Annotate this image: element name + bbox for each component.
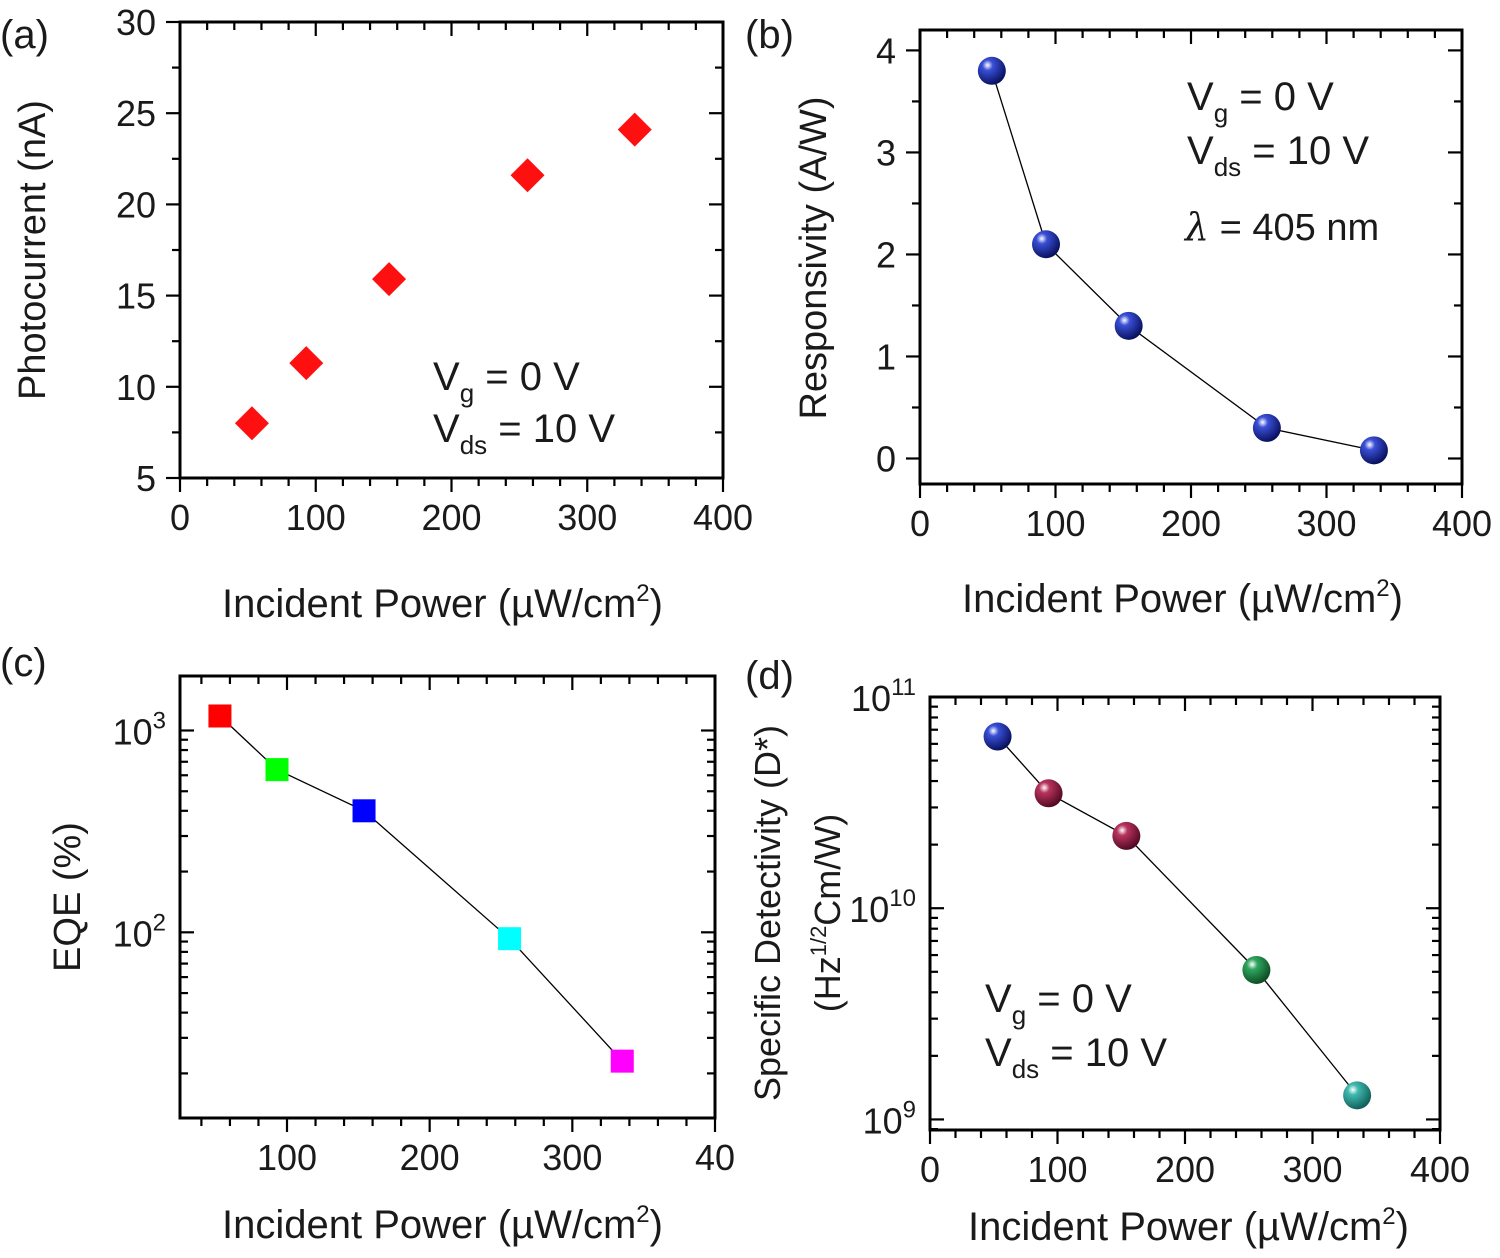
marks-a: 0 100 200 300 400 5 10 15 20 25 30: [116, 2, 753, 538]
y-tick-label: 10: [116, 367, 156, 408]
x-tick-label: 400: [1410, 1149, 1470, 1190]
panel-label-c: (c): [0, 641, 47, 685]
data-point-diamond: [617, 112, 652, 147]
data-point-sphere: [983, 722, 1012, 751]
annotation-vg-b: Vg = 0 V: [1187, 75, 1334, 128]
y-axis-label2-d: (Hz1/2Cm/W): [806, 814, 848, 1013]
x-tick-label: 200: [421, 497, 481, 538]
data-point-sphere: [1242, 955, 1271, 984]
data-point-sphere: [1114, 311, 1143, 340]
y-tick-label: 1010: [849, 885, 916, 930]
x-tick-label: 300: [557, 497, 617, 538]
y-axis-label-c: EQE (%): [47, 822, 89, 972]
y-tick-label: 20: [116, 184, 156, 225]
data-point-sphere: [1032, 230, 1061, 259]
annotation-wavelength-b: λ = 405 nm: [1183, 205, 1379, 249]
y-tick-label: 5: [136, 458, 156, 499]
y-tick-label: 30: [116, 2, 156, 43]
data-point-sphere: [977, 56, 1006, 85]
data-point-diamond: [510, 158, 545, 193]
x-axis-label-d: Incident Power (µW/cm2): [968, 1203, 1409, 1249]
data-point-sphere: [1034, 779, 1063, 808]
x-tick-label: 200: [1155, 1149, 1215, 1190]
y-tick-label: 109: [863, 1096, 916, 1141]
marks-d: 0 100 200 300 400 109 1010 1011: [849, 674, 1470, 1190]
x-tick-label: 200: [400, 1137, 460, 1178]
data-point-diamond: [372, 262, 407, 297]
data-point-square: [498, 927, 522, 951]
annotation-vds-d: Vds = 10 V: [985, 1031, 1167, 1084]
y-tick-label: 103: [113, 707, 166, 752]
marks-b: 0 100 200 300 400 0 1 2 3 4: [876, 30, 1492, 544]
x-tick-label: 100: [257, 1137, 317, 1178]
x-tick-label: 200: [1161, 503, 1221, 544]
data-point-square: [352, 799, 376, 823]
x-tick-label: 40: [695, 1137, 735, 1178]
x-axis-label-b: Incident Power (µW/cm2): [962, 575, 1403, 621]
y-tick-label: 1011: [851, 674, 916, 719]
data-point-square: [208, 704, 232, 728]
y-tick-label: 4: [876, 30, 896, 71]
plot-frame-c: [178, 674, 717, 1120]
x-tick-label: 0: [910, 503, 930, 544]
data-point-diamond: [289, 346, 324, 381]
x-tick-label: 0: [920, 1149, 940, 1190]
y-axis-label-d: Specific Detectivity (D*): [747, 725, 788, 1101]
x-tick-label: 0: [170, 497, 190, 538]
series-line: [991, 70, 1375, 451]
marks-c: 100 200 300 40 102 103: [113, 676, 735, 1178]
panel-label-a: (a): [0, 13, 49, 57]
data-point-square: [265, 758, 289, 782]
y-axis-label-a: Photocurrent (nA): [12, 100, 54, 400]
y-axis-label-b: Responsivity (A/W): [793, 96, 835, 419]
x-tick-label: 300: [542, 1137, 602, 1178]
data-point-sphere: [1112, 821, 1141, 850]
y-tick-label: 3: [876, 132, 896, 173]
y-tick-label: 15: [116, 276, 156, 317]
annotation-vg-d: Vg = 0 V: [985, 977, 1132, 1030]
data-point-diamond: [234, 406, 269, 441]
y-tick-label: 0: [876, 438, 896, 479]
y-tick-label: 25: [116, 93, 156, 134]
panel-b: (b) 0 100 200 300 400 0 1 2 3 4 Responsivity (A/W…: [745, 13, 1492, 621]
x-tick-label: 300: [1296, 503, 1356, 544]
data-point-sphere: [1359, 436, 1388, 465]
x-axis-label-c: Incident Power (µW/cm2): [222, 1201, 663, 1247]
panel-c: (c) 100 200 300 40 102 103 EQE (%) Incident P…: [0, 641, 735, 1247]
x-tick-label: 100: [286, 497, 346, 538]
panel-d: (d) 0 100 200 300 400 109 1010 1011 Specific De…: [745, 654, 1470, 1249]
data-point-square: [610, 1049, 634, 1073]
y-tick-label: 102: [113, 909, 166, 954]
x-tick-label: 100: [1027, 1149, 1087, 1190]
data-point-sphere: [1252, 413, 1281, 442]
y-tick-label: 2: [876, 234, 896, 275]
x-tick-label: 400: [1432, 503, 1492, 544]
annotation-vds-b: Vds = 10 V: [1187, 129, 1369, 182]
x-axis-label-a: Incident Power (µW/cm2): [222, 580, 663, 626]
data-point-sphere: [1343, 1081, 1372, 1110]
x-tick-label: 400: [693, 497, 753, 538]
y-tick-label: 1: [876, 336, 896, 377]
x-tick-label: 300: [1282, 1149, 1342, 1190]
panel-label-d: (d): [745, 654, 794, 698]
annotation-vg-a: Vg = 0 V: [433, 355, 580, 408]
panel-a: (a) 0 100 200 300 400 5 10 15 20 25 30 Photocurren…: [0, 2, 753, 626]
panel-label-b: (b): [745, 13, 794, 57]
x-tick-label: 100: [1025, 503, 1085, 544]
annotation-vds-a: Vds = 10 V: [433, 407, 615, 460]
